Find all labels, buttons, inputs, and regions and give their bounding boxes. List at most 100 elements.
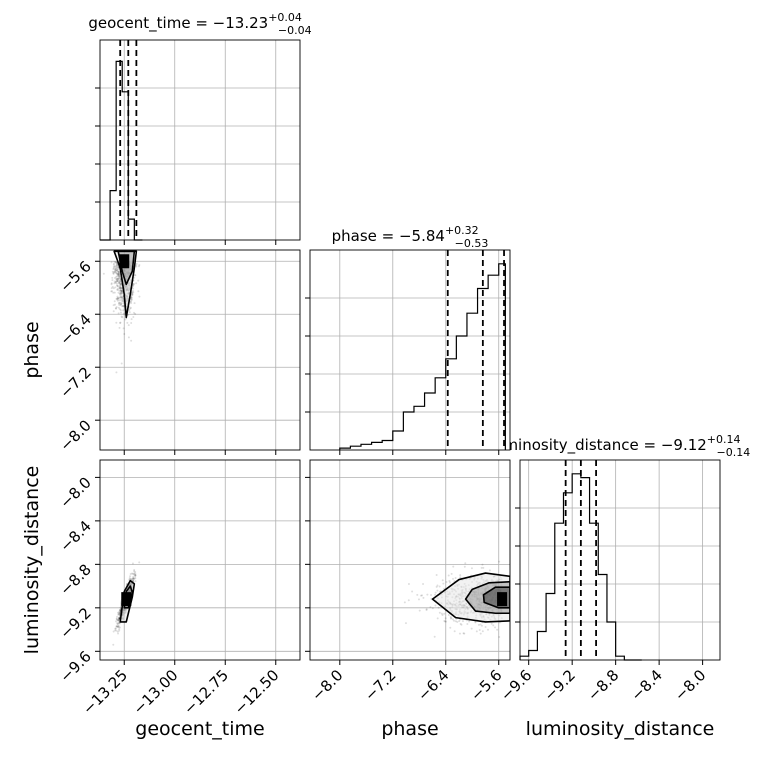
sample-point <box>131 291 134 294</box>
sample-point <box>134 312 137 315</box>
sample-point <box>450 572 453 575</box>
sample-point <box>449 581 452 584</box>
sample-point <box>115 261 118 264</box>
sample-point <box>112 263 115 266</box>
sample-point <box>120 298 123 301</box>
sample-point <box>444 617 447 620</box>
sample-point <box>132 315 135 318</box>
sample-point <box>466 623 469 626</box>
sample-point <box>117 619 120 622</box>
sample-point <box>132 291 135 294</box>
sample-point <box>452 619 455 622</box>
sample-point <box>119 606 122 609</box>
sample-point <box>116 269 119 272</box>
sample-point <box>120 287 123 290</box>
sample-point <box>482 566 485 569</box>
sample-point <box>114 307 117 310</box>
sample-point <box>120 292 123 295</box>
sample-point <box>117 274 120 277</box>
sample-point <box>132 284 135 287</box>
sample-point <box>445 580 448 583</box>
sample-point <box>468 620 471 623</box>
scatter-panel-luminosity_distance_vs_phase-bg <box>310 460 510 660</box>
sample-point <box>118 301 121 304</box>
sample-point <box>118 612 121 615</box>
sample-point <box>137 279 140 282</box>
density-peak <box>497 592 508 607</box>
sample-point <box>450 616 453 619</box>
sample-point <box>117 296 120 299</box>
histogram-step-geocent_time <box>100 60 143 241</box>
sample-point <box>492 624 495 627</box>
sample-point <box>115 267 118 270</box>
sample-point <box>134 572 137 575</box>
scatter-panel-phase_vs_geocent_time: −8.0−7.2−6.4−5.6 <box>56 249 301 455</box>
sample-point <box>118 301 121 304</box>
sample-point <box>122 305 125 308</box>
sample-point <box>133 577 136 580</box>
sample-point <box>119 309 122 312</box>
sample-point <box>131 572 134 575</box>
sample-point <box>115 275 118 278</box>
sample-point <box>121 291 124 294</box>
sample-point <box>131 293 134 296</box>
sample-point <box>111 276 114 279</box>
sample-point <box>459 622 462 625</box>
sample-point <box>498 635 501 638</box>
sample-point <box>117 306 120 309</box>
sample-point <box>116 622 119 625</box>
sample-point <box>441 614 444 617</box>
sample-point <box>128 309 131 312</box>
sample-point <box>117 271 120 274</box>
sample-point <box>116 623 119 626</box>
sample-point <box>115 297 118 300</box>
sample-point <box>112 643 115 646</box>
sample-point <box>119 302 122 305</box>
sample-point <box>116 630 119 633</box>
sample-point <box>112 265 115 268</box>
sample-point <box>121 304 124 307</box>
sample-point <box>479 632 482 635</box>
scatter-panel-phase_vs_geocent_time-bg <box>100 250 300 450</box>
sample-point <box>122 312 125 315</box>
sample-point <box>135 262 138 265</box>
sample-point <box>475 630 478 633</box>
sample-point <box>119 279 122 282</box>
sample-point <box>118 286 121 289</box>
axes-frame <box>99 249 301 451</box>
sample-point <box>112 304 115 307</box>
sample-point <box>114 269 117 272</box>
sample-point <box>117 621 120 624</box>
sample-point <box>112 630 115 633</box>
sample-point <box>114 281 117 284</box>
sample-point <box>115 269 118 272</box>
sample-point <box>488 569 491 572</box>
sample-point <box>445 620 448 623</box>
sample-point <box>117 272 120 275</box>
sample-point <box>114 627 117 630</box>
sample-point <box>459 576 462 579</box>
sample-point <box>110 261 113 264</box>
sample-point <box>115 265 118 268</box>
sample-point <box>115 282 118 285</box>
sample-point <box>113 291 116 294</box>
sample-point <box>116 618 119 621</box>
sample-point <box>130 296 133 299</box>
sample-point <box>116 268 119 271</box>
sample-point <box>436 589 439 592</box>
sample-point <box>119 293 122 296</box>
sample-point <box>118 611 121 614</box>
sample-point <box>119 301 122 304</box>
sample-point <box>119 289 122 292</box>
sample-point <box>114 266 117 269</box>
sample-point <box>117 270 120 273</box>
sample-point <box>115 280 118 283</box>
sample-point <box>118 302 121 305</box>
sample-point <box>113 260 116 263</box>
axes-frame <box>99 39 301 241</box>
sample-point <box>118 299 121 302</box>
sample-point <box>119 283 122 286</box>
sample-point <box>138 561 141 564</box>
sample-point <box>429 606 432 609</box>
sample-point <box>118 279 121 282</box>
